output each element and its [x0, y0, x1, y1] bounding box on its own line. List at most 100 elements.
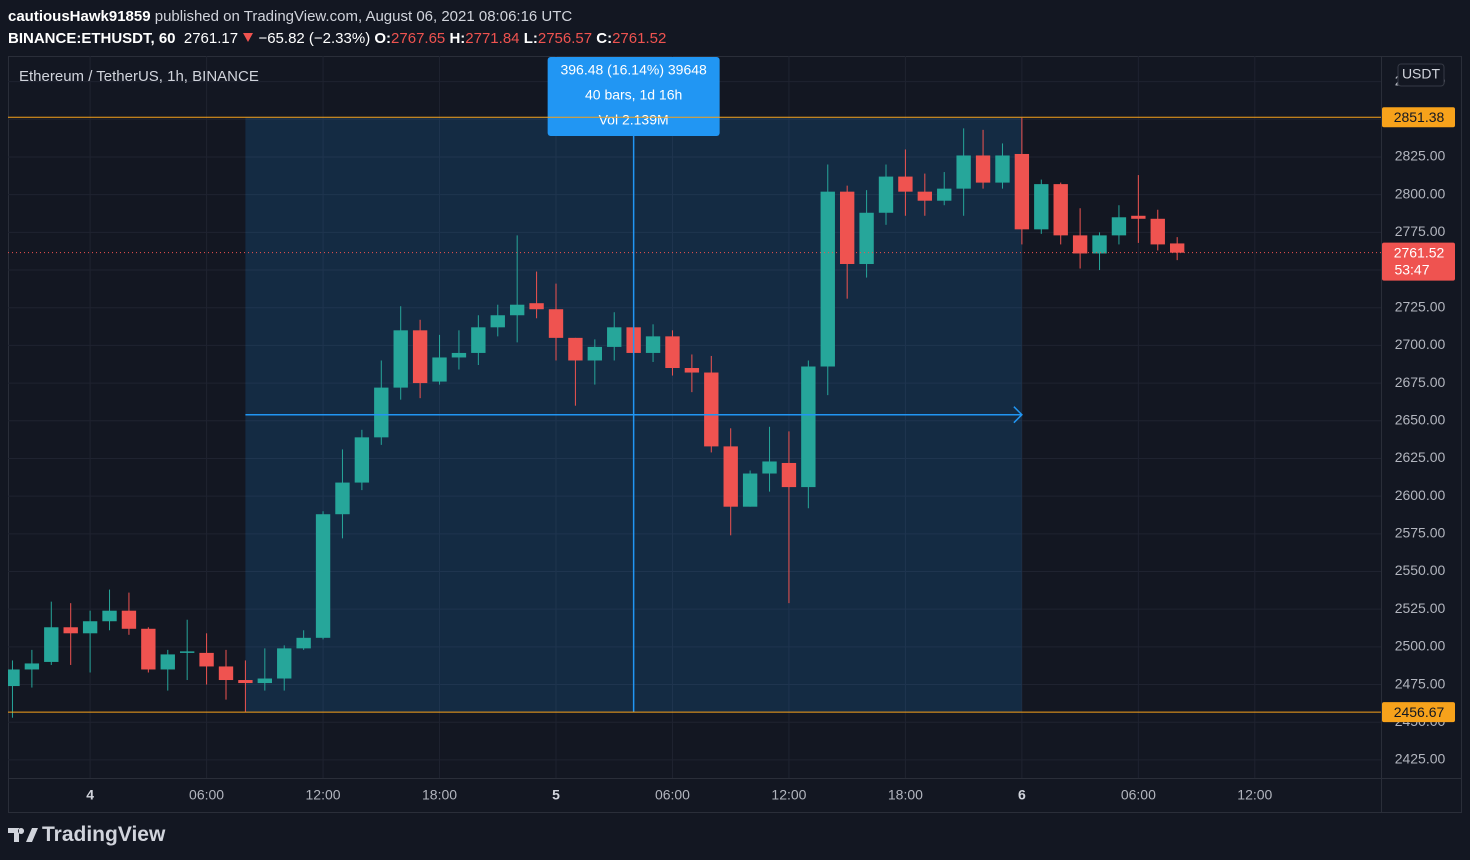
l-value: 2756.57	[537, 30, 593, 47]
x-tick-label: 4	[86, 787, 94, 803]
candle-body	[956, 155, 971, 189]
h-label: H:	[449, 30, 466, 47]
candle-body	[723, 446, 738, 507]
candle-body	[878, 176, 894, 213]
y-tick-label: 2525.00	[1395, 600, 1446, 616]
candle-body	[1072, 235, 1088, 254]
candle-body	[1150, 218, 1165, 245]
candle-body	[1092, 235, 1107, 254]
candle-body	[995, 155, 1010, 183]
candle-body	[102, 610, 117, 622]
x-tick-label: 06:00	[189, 787, 224, 803]
x-tick-label: 6	[1018, 787, 1026, 803]
symbol: BINANCE:ETHUSDT, 60	[8, 30, 176, 47]
last-price-bg	[1382, 242, 1455, 281]
candle-body	[160, 654, 175, 670]
brand: TradingView	[42, 823, 166, 846]
level-label-bg	[1382, 107, 1455, 128]
candle-body	[568, 337, 583, 361]
candle-body	[898, 176, 913, 192]
candle-body	[801, 366, 816, 488]
y-tick-label: 2775.00	[1395, 223, 1446, 239]
y-tick-label: 2550.00	[1395, 562, 1446, 578]
candle-body	[1111, 217, 1127, 236]
candle-body	[742, 473, 758, 507]
candle-body	[937, 188, 952, 201]
candle-body	[335, 482, 350, 515]
y-tick-label: 2700.00	[1395, 336, 1446, 352]
chart-title: Ethereum / TetherUS, 1h, BINANCE	[19, 68, 259, 85]
y-tick-label: 2675.00	[1395, 374, 1446, 390]
candle-body	[238, 680, 253, 684]
x-tick-label: 12:00	[771, 787, 806, 803]
x-tick-label: 18:00	[888, 787, 923, 803]
currency-label: USDT	[1402, 66, 1441, 82]
candle-body	[277, 648, 292, 679]
candle-body	[63, 627, 78, 634]
currency-bg	[1397, 63, 1445, 87]
level-label: 2851.38	[1394, 109, 1445, 125]
chart: 2425.002450.002475.002500.002525.002550.…	[8, 56, 1462, 813]
candle-body	[1034, 184, 1049, 230]
candle-body	[509, 304, 525, 316]
x-tick-label: 06:00	[1121, 787, 1156, 803]
candle-body	[762, 461, 777, 474]
x-tick-label: 12:00	[1237, 787, 1272, 803]
candle-body	[296, 637, 311, 649]
measure-arrow	[1013, 406, 1023, 424]
candle-body	[1053, 184, 1068, 236]
c-value: 2761.52	[612, 30, 667, 47]
candle-body	[529, 303, 544, 310]
footer: TradingView	[8, 823, 165, 847]
candle-body	[199, 652, 214, 667]
candle-body	[704, 372, 719, 447]
candle-body	[471, 327, 486, 353]
candle-body	[354, 437, 370, 483]
frame	[8, 56, 1462, 813]
candle-body	[1169, 243, 1185, 253]
measure-text: 40 bars, 1d 16h	[585, 87, 682, 103]
measure-text: 396.48 (16.14%) 39648	[560, 62, 707, 78]
price: 2761.17	[183, 30, 239, 47]
o-label: O:	[374, 30, 392, 47]
candle-body	[781, 462, 797, 488]
candle-body	[645, 336, 661, 353]
measure-box	[547, 57, 720, 136]
y-tick-label: 2575.00	[1395, 525, 1446, 541]
y-tick-label: 2475.00	[1395, 675, 1446, 691]
symbol-line: BINANCE:ETHUSDT, 60 2761.17 −65.82 (−2.3…	[8, 28, 666, 50]
candle-body	[8, 669, 20, 687]
candle-body	[432, 357, 447, 382]
candle-body	[179, 651, 195, 653]
header: cautiousHawk91859 published on TradingVi…	[8, 6, 666, 50]
candle-body	[665, 336, 680, 369]
last-price-label: 2761.52	[1394, 244, 1445, 260]
candle-body	[684, 368, 700, 373]
candle-body	[548, 309, 564, 338]
logo-icon	[8, 828, 38, 842]
candle-body	[315, 514, 331, 638]
measure-text: Vol 2.139M	[599, 112, 669, 128]
y-tick-label: 2425.00	[1395, 751, 1446, 767]
candle-body	[839, 191, 855, 265]
candle-body	[412, 330, 428, 384]
level-label: 2456.67	[1394, 704, 1445, 720]
o-value: 2767.65	[391, 30, 446, 47]
x-tick-label: 18:00	[422, 787, 457, 803]
c-label: C:	[596, 30, 613, 47]
publish-line: cautiousHawk91859 published on TradingVi…	[8, 6, 666, 28]
candle-body	[1014, 153, 1030, 230]
candle-body	[393, 330, 408, 388]
candle-body	[257, 678, 273, 684]
y-tick-label: 2825.00	[1395, 148, 1446, 164]
candle-body	[44, 627, 59, 662]
x-tick-label: 12:00	[306, 787, 341, 803]
y-tick-label: 2500.00	[1395, 638, 1446, 654]
candle-body	[374, 387, 389, 438]
y-tick-label: 2600.00	[1395, 487, 1446, 503]
change: −65.82 (−2.33%)	[258, 30, 371, 47]
y-tick-label: 2800.00	[1395, 185, 1446, 201]
candle-body	[587, 346, 603, 361]
candle-body	[490, 315, 505, 328]
